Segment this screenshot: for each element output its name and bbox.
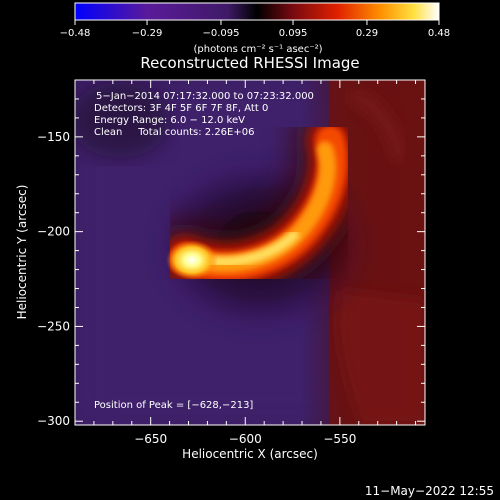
- colorbar-tick-label: 0.48: [428, 28, 450, 39]
- x-tick-label: −600: [229, 432, 262, 446]
- colorbar-tick-label: −0.48: [60, 28, 91, 39]
- plot-frame: [74, 79, 426, 426]
- y-axis-label: Heliocentric Y (arcsec): [15, 185, 29, 320]
- colorbar-tick-label: 0.095: [279, 28, 308, 39]
- peak-spot: [166, 240, 218, 280]
- annotation-energy-range: Energy Range: 6.0 − 12.0 keV: [94, 115, 245, 126]
- footer-date: 11−May−2022 12:55: [365, 484, 494, 498]
- y-tick-label: −250: [37, 319, 70, 333]
- x-tick-label: −550: [323, 432, 356, 446]
- colorbar-tick-label: 0.29: [356, 28, 378, 39]
- y-tick-label: −150: [37, 130, 70, 144]
- colorbar-ticks: −0.48 −0.29 −0.095 0.095 0.29 0.48: [60, 20, 450, 39]
- x-tick-label: −650: [134, 432, 167, 446]
- peak-position-label: Position of Peak = [−628,−213]: [94, 400, 253, 411]
- annotation-detectors: Detectors: 3F 4F 5F 6F 7F 8F, Att 0: [94, 103, 268, 114]
- annotation-time-range: 5−Jan−2014 07:17:32.000 to 07:23:32.000: [96, 91, 314, 102]
- y-tick-label: −200: [37, 225, 70, 239]
- colorbar-tick-label: −0.095: [202, 28, 239, 39]
- heatmap-image: [75, 80, 425, 425]
- annotation-clean-counts: Clean Total counts: 2.26E+06: [94, 127, 254, 138]
- x-axis-label: Heliocentric X (arcsec): [182, 447, 318, 461]
- colorbar: [74, 2, 440, 21]
- x-axis-ticks: −650 −600 −550: [93, 80, 417, 446]
- y-axis-ticks: −150 −200 −250 −300: [37, 98, 425, 428]
- colorbar-unit-label: (photons cm⁻² s⁻¹ asec⁻²): [193, 44, 322, 55]
- chart-title: Reconstructed RHESSI Image: [140, 54, 359, 72]
- colorbar-tick-label: −0.29: [132, 28, 163, 39]
- y-tick-label: −300: [37, 414, 70, 428]
